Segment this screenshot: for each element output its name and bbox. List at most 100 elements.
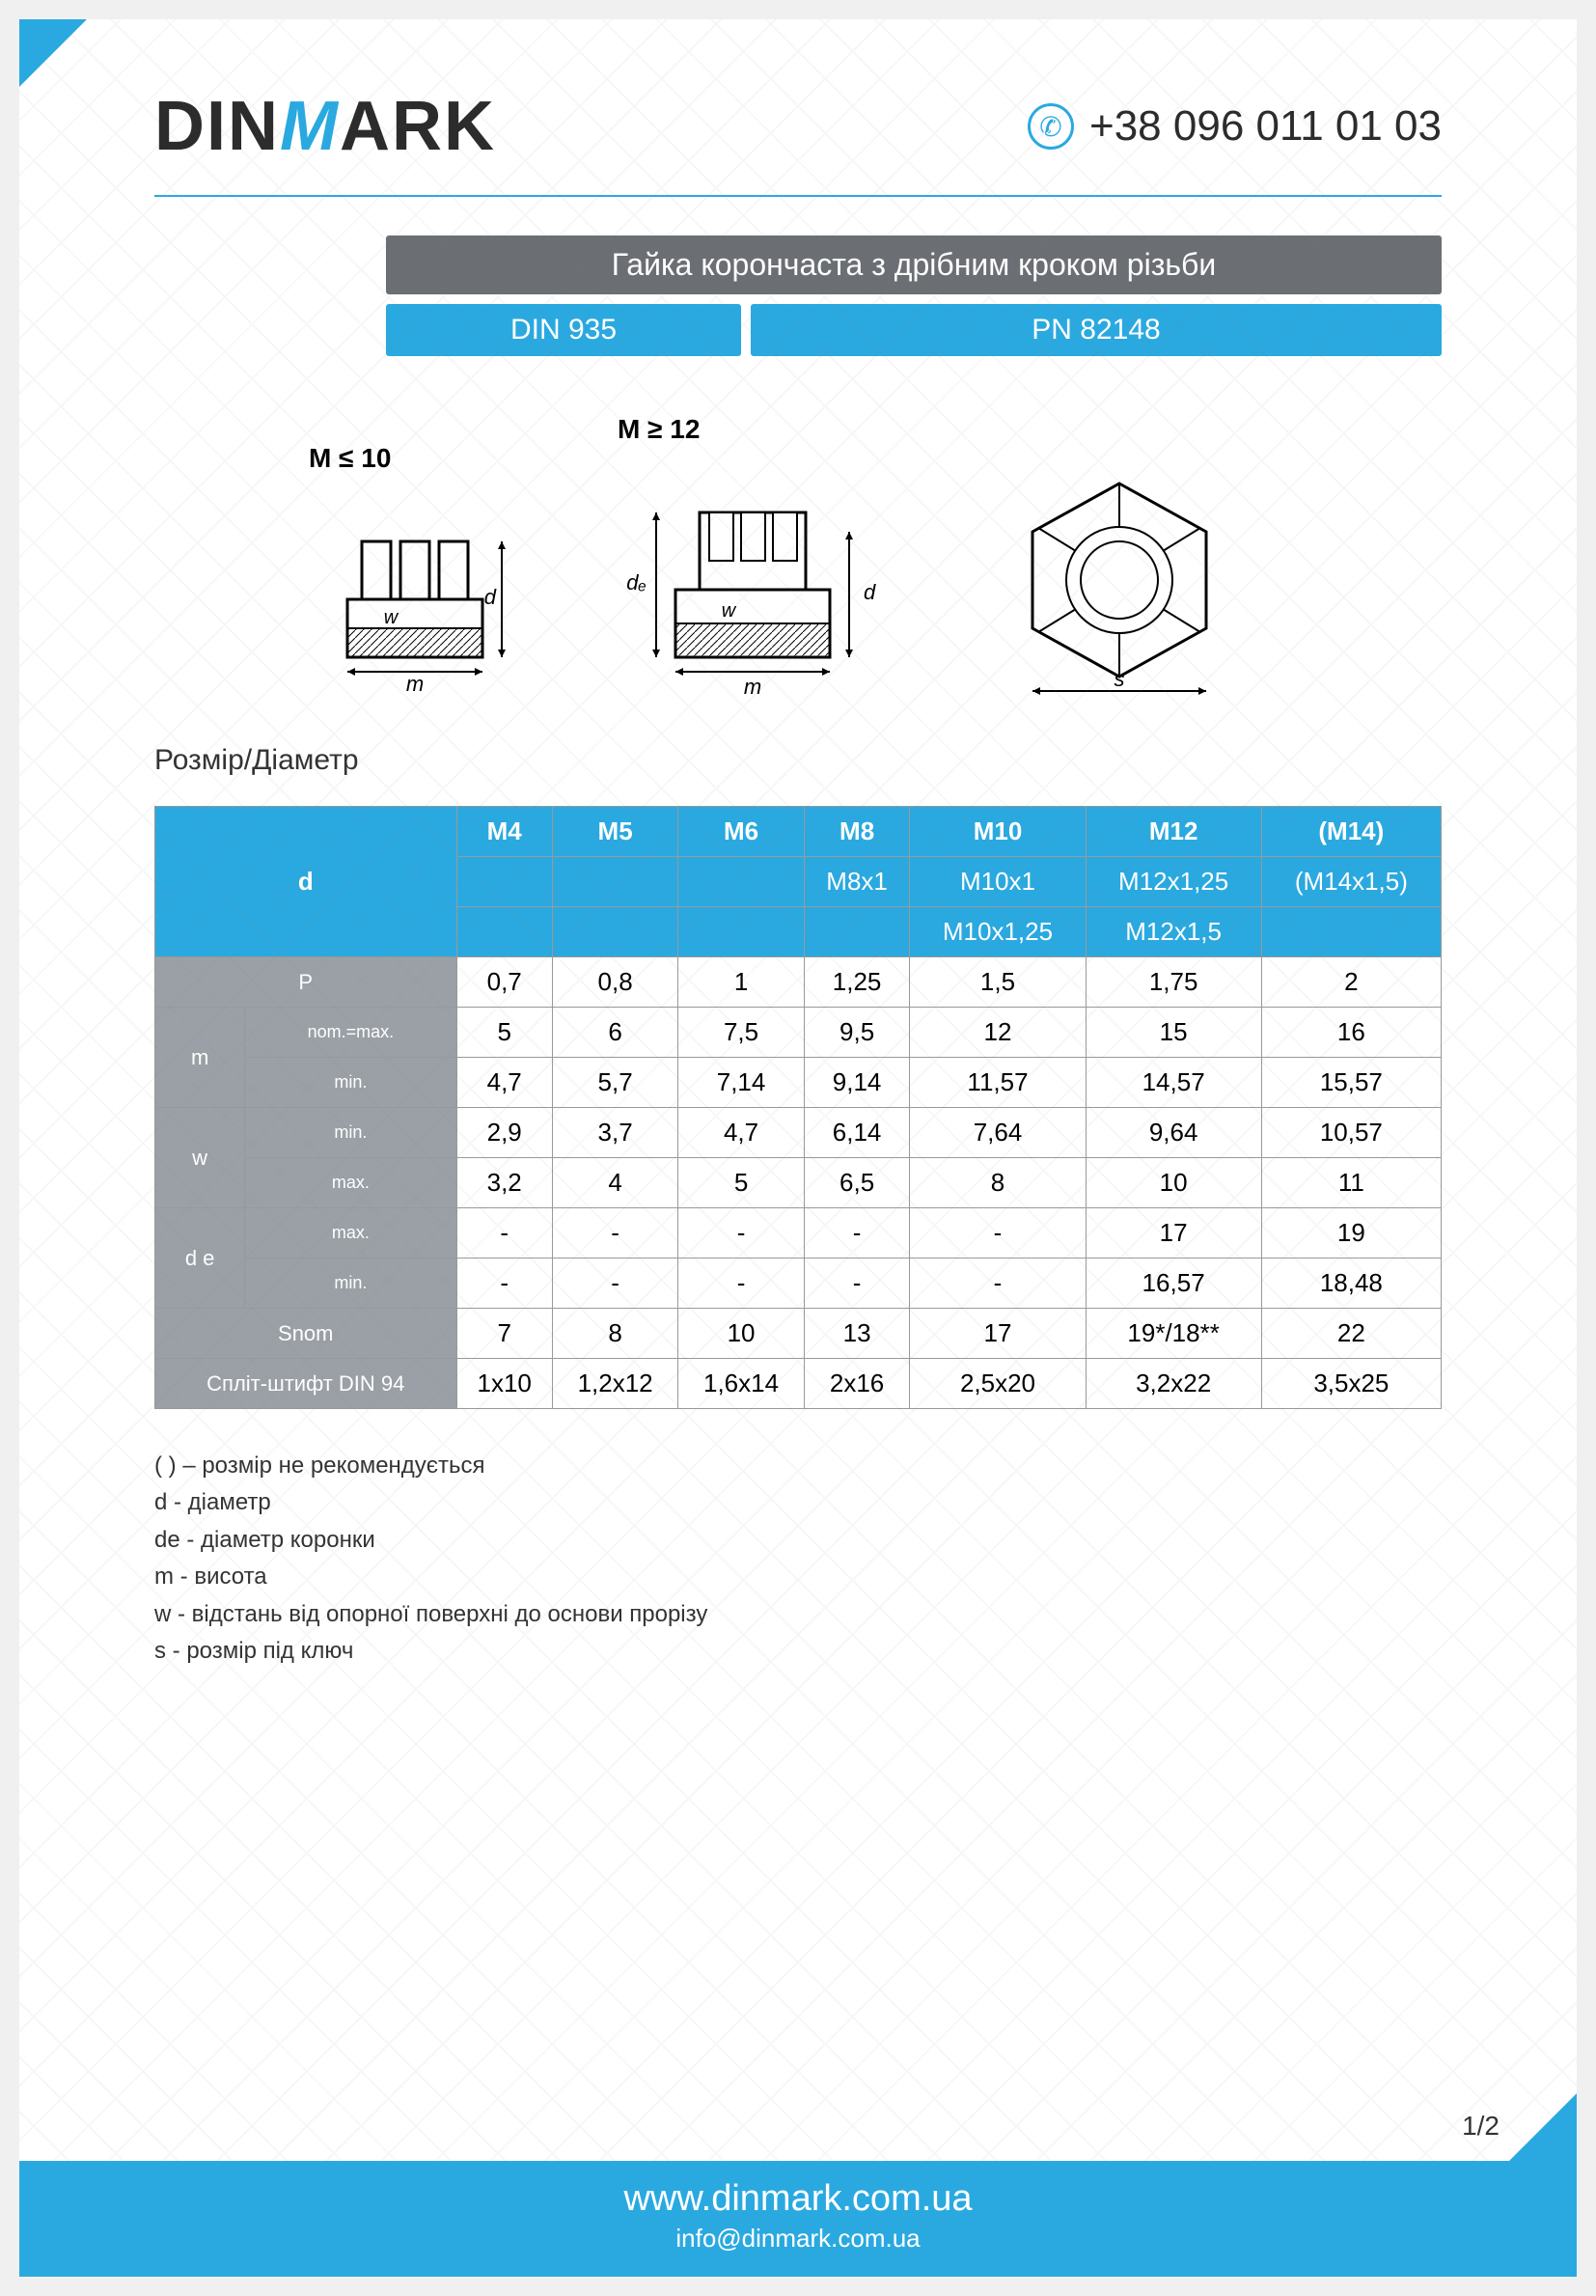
cell: 18,48 <box>1261 1259 1441 1309</box>
row-sublabel: nom.=max. <box>245 1008 456 1058</box>
th-sub <box>1261 907 1441 957</box>
nut-side-m10-svg: m w d <box>309 484 521 705</box>
cell: 10 <box>1086 1158 1261 1208</box>
th-size: M12 <box>1086 807 1261 857</box>
logo-m: M <box>280 88 340 165</box>
diagram-m10: M ≤ 10 m w d <box>309 443 521 705</box>
row-label: m <box>155 1008 245 1108</box>
cell: 2,9 <box>456 1108 552 1158</box>
cell: 4,7 <box>678 1108 804 1158</box>
spec-table: d M4 M5 M6 M8 M10 M12 (M14) M8x1 M10x1 M… <box>154 806 1442 1409</box>
footer: www.dinmark.com.ua info@dinmark.com.ua <box>19 2161 1577 2277</box>
diagram-top: s <box>984 455 1254 705</box>
table-row: Спліт-штифт DIN 941x101,2x121,6x142x162,… <box>155 1359 1442 1409</box>
th-sub <box>678 857 804 907</box>
table-row: min.-----16,5718,48 <box>155 1259 1442 1309</box>
legend-line: ( ) – розмір не рекомендується <box>154 1448 1442 1484</box>
phone-icon: ✆ <box>1028 103 1074 150</box>
header: DINMARK ✆ +38 096 011 01 03 <box>19 19 1577 195</box>
diagram-m12: M ≥ 12 m w dₑ d <box>618 414 888 705</box>
cell: 4 <box>552 1158 677 1208</box>
phone-block: ✆ +38 096 011 01 03 <box>1028 102 1442 151</box>
cell: 17 <box>910 1309 1086 1359</box>
th-sub <box>678 907 804 957</box>
th-size: M4 <box>456 807 552 857</box>
cell: 15,57 <box>1261 1058 1441 1108</box>
cell: 7,5 <box>678 1008 804 1058</box>
cell: - <box>910 1208 1086 1259</box>
legend-line: de - діаметр коронки <box>154 1522 1442 1559</box>
cell: - <box>552 1208 677 1259</box>
cell: 0,8 <box>552 957 677 1008</box>
th-sub: M12x1,25 <box>1086 857 1261 907</box>
legend: ( ) – розмір не рекомендуєтьсяd - діамет… <box>154 1448 1442 1670</box>
title-bar: Гайка корончаста з дрібним кроком різьби <box>386 235 1442 294</box>
svg-text:m: m <box>744 675 761 699</box>
th-size: M6 <box>678 807 804 857</box>
cell: 1,75 <box>1086 957 1261 1008</box>
table-header-row: d M4 M5 M6 M8 M10 M12 (M14) <box>155 807 1442 857</box>
cell: 15 <box>1086 1008 1261 1058</box>
th-sub: M8x1 <box>804 857 910 907</box>
nut-top-svg: s <box>984 455 1254 705</box>
cell: 14,57 <box>1086 1058 1261 1108</box>
nut-side-m12-svg: m w dₑ d <box>618 455 888 705</box>
logo-part1: DIN <box>154 88 280 165</box>
table-row: d emax.-----1719 <box>155 1208 1442 1259</box>
cell: 6,5 <box>804 1158 910 1208</box>
section-heading: Розмір/Діаметр <box>154 744 1442 777</box>
svg-text:m: m <box>406 672 424 696</box>
standards-row: DIN 935 PN 82148 <box>386 304 1442 356</box>
diagrams-row: M ≤ 10 m w d M ≥ 12 <box>309 414 1442 705</box>
footer-email: info@dinmark.com.ua <box>19 2224 1577 2254</box>
cell: 9,14 <box>804 1058 910 1108</box>
cell: 3,5x25 <box>1261 1359 1441 1409</box>
cell: 7,64 <box>910 1108 1086 1158</box>
row-label: Спліт-штифт DIN 94 <box>155 1359 457 1409</box>
spec-table-wrap: d M4 M5 M6 M8 M10 M12 (M14) M8x1 M10x1 M… <box>154 806 1442 1409</box>
cell: 7,14 <box>678 1058 804 1108</box>
cell: 13 <box>804 1309 910 1359</box>
page-number: 1/2 <box>1462 2111 1500 2142</box>
cell: 16 <box>1261 1008 1441 1058</box>
standard-right: PN 82148 <box>751 304 1442 356</box>
table-row: P0,70,811,251,51,752 <box>155 957 1442 1008</box>
svg-text:d: d <box>864 580 876 604</box>
th-sub <box>552 907 677 957</box>
logo-part2: ARK <box>340 88 496 165</box>
cell: 12 <box>910 1008 1086 1058</box>
cell: 11,57 <box>910 1058 1086 1108</box>
table-row: wmin.2,93,74,76,147,649,6410,57 <box>155 1108 1442 1158</box>
cell: 5 <box>456 1008 552 1058</box>
standard-left: DIN 935 <box>386 304 741 356</box>
cell: 6,14 <box>804 1108 910 1158</box>
cell: 1,5 <box>910 957 1086 1008</box>
th-sub: M10x1,25 <box>910 907 1086 957</box>
cell: - <box>678 1259 804 1309</box>
cell: - <box>910 1259 1086 1309</box>
cell: 3,7 <box>552 1108 677 1158</box>
th-size: M10 <box>910 807 1086 857</box>
diagram-label-left: M ≤ 10 <box>309 443 391 474</box>
cell: - <box>456 1208 552 1259</box>
th-size: (M14) <box>1261 807 1441 857</box>
cell: 16,57 <box>1086 1259 1261 1309</box>
svg-text:dₑ: dₑ <box>626 570 647 595</box>
cell: - <box>804 1259 910 1309</box>
cell: 8 <box>552 1309 677 1359</box>
row-sublabel: min. <box>245 1108 456 1158</box>
cell: 19*/18** <box>1086 1309 1261 1359</box>
cell: 5,7 <box>552 1058 677 1108</box>
cell: 3,2 <box>456 1158 552 1208</box>
cell: 11 <box>1261 1158 1441 1208</box>
cell: - <box>804 1208 910 1259</box>
svg-text:w: w <box>384 607 399 628</box>
legend-line: s - розмір під ключ <box>154 1633 1442 1670</box>
th-sub <box>456 907 552 957</box>
th-sub: (M14x1,5) <box>1261 857 1441 907</box>
cell: 6 <box>552 1008 677 1058</box>
header-divider <box>154 195 1442 197</box>
cell: 9,64 <box>1086 1108 1261 1158</box>
row-sublabel: max. <box>245 1208 456 1259</box>
row-label: Snom <box>155 1309 457 1359</box>
